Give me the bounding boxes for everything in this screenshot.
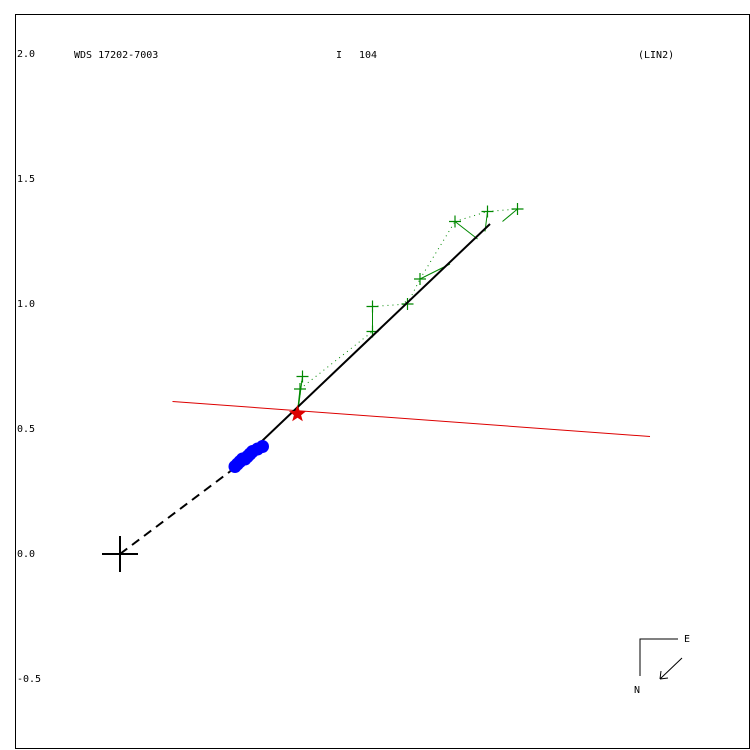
fit-method: (LIN2) <box>638 50 674 61</box>
node-line <box>172 401 651 437</box>
y-tick-label: 0.0 <box>17 549 35 560</box>
origin-marker <box>102 536 138 572</box>
measurement-points <box>294 203 524 415</box>
y-tick-label: 1.0 <box>17 299 35 310</box>
primary-star-cross-icon <box>102 536 138 572</box>
observation-count: 104 <box>359 50 377 61</box>
reference-point <box>288 405 307 422</box>
reference-star-icon <box>288 405 307 422</box>
linear-fit-line <box>119 223 491 555</box>
measurement-point <box>414 273 426 285</box>
y-tick-label: -0.5 <box>17 674 41 685</box>
measurement-point <box>294 383 306 395</box>
residual-line <box>502 208 518 222</box>
observation-points <box>228 440 269 473</box>
node-line-segment <box>172 401 651 437</box>
measurement-point <box>511 203 524 215</box>
fit-line-solid <box>229 223 491 473</box>
y-axis-ticks: 2.0 1.5 1.0 0.5 0.0 -0.5 <box>17 49 41 685</box>
y-tick-label: 1.5 <box>17 174 35 185</box>
measurement-point <box>366 300 379 313</box>
compass-north-label: N <box>634 685 640 696</box>
measurement-path-segment <box>299 331 373 390</box>
grade-label: I <box>336 50 342 61</box>
observation-point <box>256 440 269 453</box>
y-tick-label: 2.0 <box>17 49 35 60</box>
motion-arrow-icon <box>659 657 683 680</box>
measurement-point <box>296 370 309 383</box>
compass-east-label: E <box>684 634 690 645</box>
residual-line <box>454 221 478 240</box>
compass-rose: E N <box>634 634 690 696</box>
plot-frame <box>15 14 750 749</box>
measurement-point <box>481 205 494 218</box>
star-designation: WDS 17202-7003 <box>74 50 158 61</box>
measurement-point <box>449 215 461 228</box>
measurement-point <box>401 298 414 310</box>
compass-axes-icon <box>639 638 678 676</box>
measurement-path-segment <box>454 211 488 222</box>
y-tick-label: 0.5 <box>17 424 35 435</box>
fit-line-dashed <box>119 470 231 555</box>
